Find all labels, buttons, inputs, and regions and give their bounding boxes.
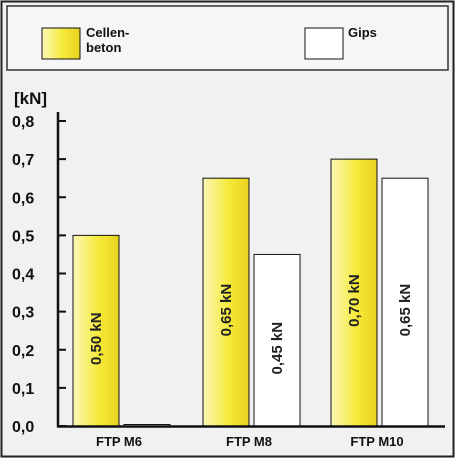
category-label: FTP M10 (350, 434, 403, 449)
legend-label-series-2-line-1: Gips (348, 25, 377, 40)
category-labels: FTP M6 FTP M8 FTP M10 (96, 434, 404, 449)
legend-label-series-1-line-1: Cellen- (86, 25, 129, 40)
legend: Cellen- beton Gips (6, 5, 449, 71)
y-tick-label: 0,1 (12, 381, 34, 398)
data-label: 0,65 kN (397, 284, 414, 337)
category-label: FTP M8 (226, 434, 272, 449)
bar (330, 158, 378, 427)
data-label: 0,45 kN (269, 322, 286, 375)
bar (202, 177, 250, 427)
y-tick-label: 0,0 (12, 419, 34, 436)
y-tick-label: 0,2 (12, 343, 34, 360)
y-tick-label: 0,6 (12, 190, 34, 207)
y-tick-label: 0,3 (12, 305, 34, 322)
legend-label-series-1-line-2: beton (86, 40, 121, 55)
data-label: 0,50 kN (88, 312, 105, 365)
y-tick-label: 0,7 (12, 152, 34, 169)
bar (72, 234, 120, 427)
y-tick-label: 0,8 (12, 114, 34, 131)
category-label: FTP M6 (96, 434, 142, 449)
legend-label-series-2: Gips (348, 25, 377, 40)
value-labels: 0,50 kN 0,65 kN 0,45 kN 0,70 kN 0,65 kN (88, 274, 414, 374)
y-tick-label: 0,4 (12, 267, 34, 284)
legend-swatch-series-1 (41, 27, 81, 60)
y-tick-label: 0,5 (12, 228, 34, 245)
data-label: 0,70 kN (346, 274, 363, 327)
y-axis-label: [kN] (14, 89, 47, 108)
bar (381, 177, 429, 427)
bars (72, 158, 429, 427)
legend-swatch-series-2 (304, 27, 344, 60)
data-label: 0,65 kN (218, 284, 235, 337)
legend-label-series-1: Cellen- beton (86, 25, 133, 55)
